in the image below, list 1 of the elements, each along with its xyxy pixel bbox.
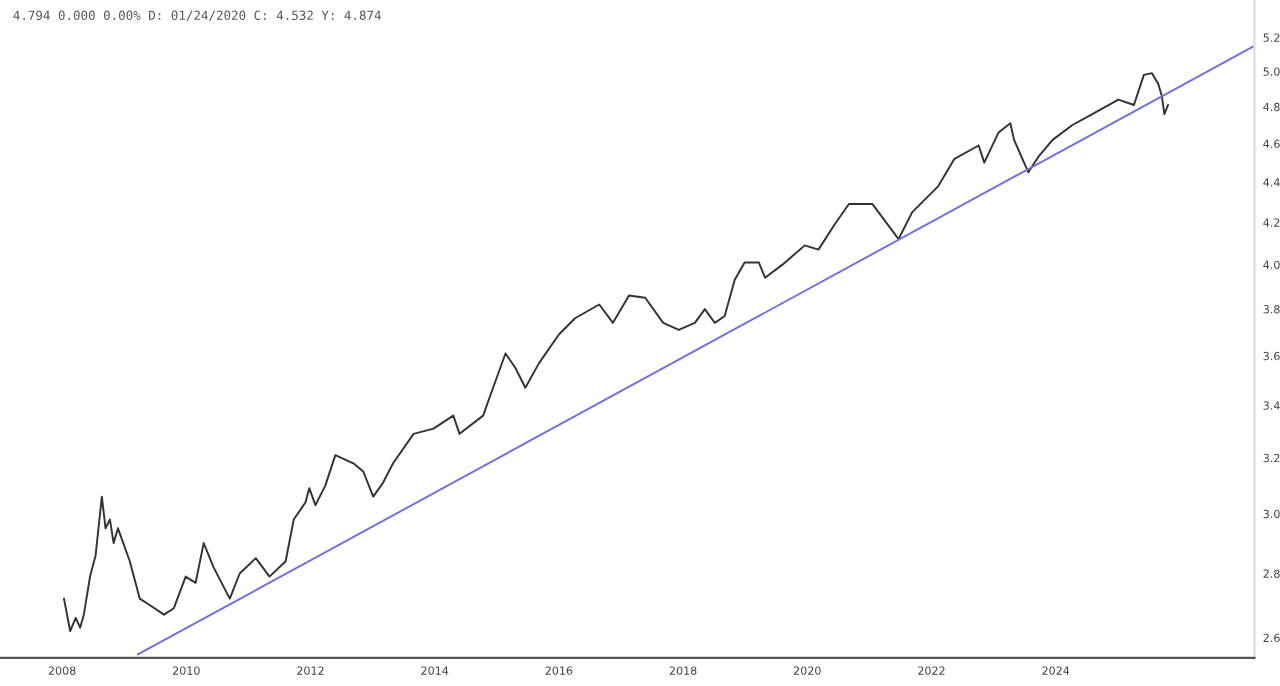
line-series: [62, 72, 1170, 632]
